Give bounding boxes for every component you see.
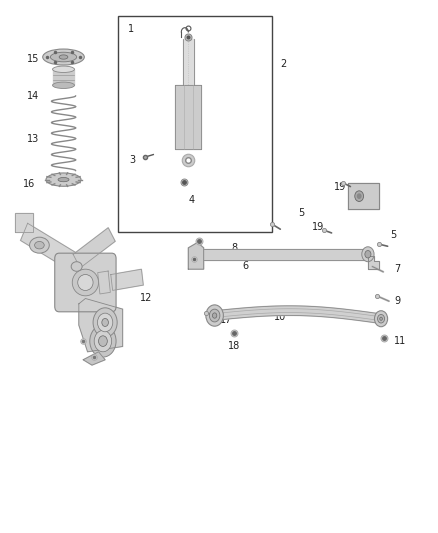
Text: 19: 19 [334, 182, 346, 191]
Polygon shape [204, 249, 368, 260]
Ellipse shape [102, 318, 108, 326]
Ellipse shape [365, 251, 371, 258]
Text: 15: 15 [27, 54, 39, 63]
Ellipse shape [99, 336, 107, 346]
Text: 18: 18 [228, 341, 240, 351]
Polygon shape [83, 352, 105, 365]
Polygon shape [215, 306, 381, 324]
Polygon shape [183, 39, 194, 85]
Ellipse shape [209, 309, 220, 322]
Text: 1: 1 [127, 25, 134, 34]
Ellipse shape [71, 262, 82, 271]
Polygon shape [21, 223, 76, 270]
Polygon shape [175, 85, 201, 149]
Polygon shape [348, 183, 379, 209]
Polygon shape [73, 228, 115, 268]
Ellipse shape [374, 311, 388, 327]
Text: 19: 19 [312, 222, 324, 231]
Text: 5: 5 [390, 230, 396, 239]
Polygon shape [188, 243, 204, 269]
FancyBboxPatch shape [55, 253, 116, 312]
Ellipse shape [46, 173, 81, 187]
Polygon shape [79, 298, 123, 352]
Text: 16: 16 [23, 179, 35, 189]
Ellipse shape [78, 274, 93, 290]
Polygon shape [111, 269, 143, 290]
Ellipse shape [42, 49, 84, 65]
Text: 10: 10 [274, 312, 286, 322]
Ellipse shape [94, 330, 112, 352]
Ellipse shape [212, 313, 217, 318]
Text: 8: 8 [231, 243, 237, 253]
Text: 5: 5 [298, 208, 304, 218]
Text: 13: 13 [27, 134, 39, 143]
Ellipse shape [50, 52, 77, 62]
Polygon shape [53, 69, 74, 85]
Ellipse shape [53, 66, 74, 72]
Text: 6: 6 [242, 261, 248, 271]
Polygon shape [98, 271, 110, 294]
Text: 9: 9 [394, 296, 400, 306]
Text: 4: 4 [188, 195, 194, 205]
Text: 14: 14 [27, 91, 39, 101]
Text: 2: 2 [280, 59, 286, 69]
Ellipse shape [97, 313, 113, 332]
Ellipse shape [206, 305, 223, 326]
Ellipse shape [72, 269, 99, 296]
Ellipse shape [362, 247, 374, 262]
Text: 17: 17 [220, 315, 232, 325]
Ellipse shape [380, 317, 382, 320]
Bar [118, 16, 272, 232]
Ellipse shape [93, 308, 117, 337]
Ellipse shape [357, 194, 361, 198]
Ellipse shape [59, 55, 68, 59]
Polygon shape [15, 213, 33, 232]
Text: 12: 12 [140, 294, 152, 303]
Ellipse shape [53, 82, 74, 88]
Ellipse shape [58, 177, 69, 182]
Ellipse shape [90, 325, 116, 357]
Ellipse shape [355, 191, 364, 201]
Text: 7: 7 [394, 264, 400, 274]
Ellipse shape [35, 241, 44, 249]
Text: 20: 20 [359, 190, 371, 199]
Ellipse shape [378, 314, 385, 323]
Ellipse shape [30, 237, 49, 253]
Polygon shape [368, 256, 379, 269]
Text: 11: 11 [394, 336, 406, 346]
Text: 3: 3 [130, 155, 136, 165]
